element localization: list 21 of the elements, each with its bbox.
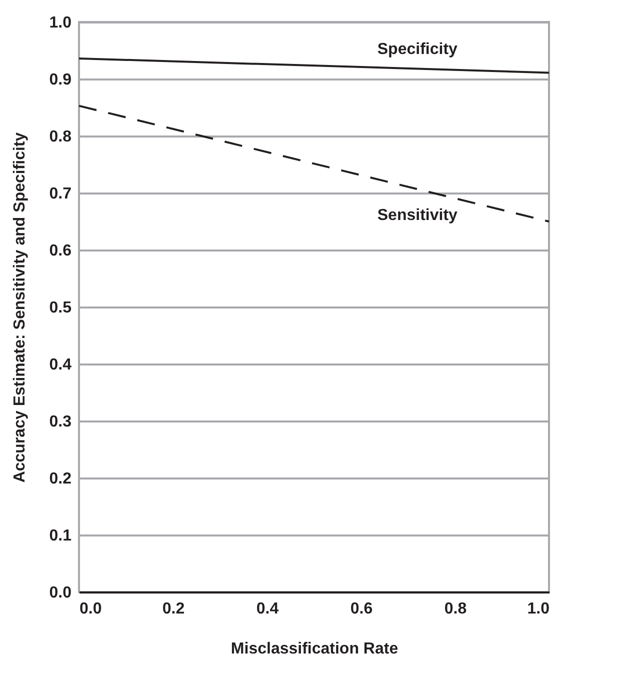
y-tick-label: 0.0 (49, 584, 72, 602)
y-axis-title: Accuracy Estimate: Sensitivity and Specificity (11, 132, 28, 483)
y-tick-label: 0.4 (49, 356, 72, 374)
y-tick-label: 1.0 (49, 14, 72, 32)
y-tick-label: 0.6 (49, 242, 72, 260)
x-tick-label: 0.4 (256, 600, 279, 618)
x-tick-label: 0.8 (444, 600, 467, 618)
x-tick-label: 0.2 (162, 600, 185, 618)
series-label: Sensitivity (377, 206, 458, 224)
y-tick-label: 0.8 (49, 128, 72, 146)
series-label: Specificity (377, 40, 458, 58)
x-tick-label: 1.0 (527, 600, 550, 618)
x-tick-label: 0.0 (80, 600, 102, 618)
y-tick-label: 0.1 (49, 528, 72, 544)
y-tick-label: 0.3 (49, 414, 72, 430)
y-tick-label: 0.5 (49, 300, 72, 316)
y-tick-label: 0.7 (49, 186, 72, 202)
x-tick-label: 0.6 (350, 600, 373, 618)
y-tick-label: 0.2 (49, 470, 72, 488)
y-tick-label: 0.9 (49, 72, 72, 88)
x-axis-title: Misclassification Rate (230, 640, 398, 658)
